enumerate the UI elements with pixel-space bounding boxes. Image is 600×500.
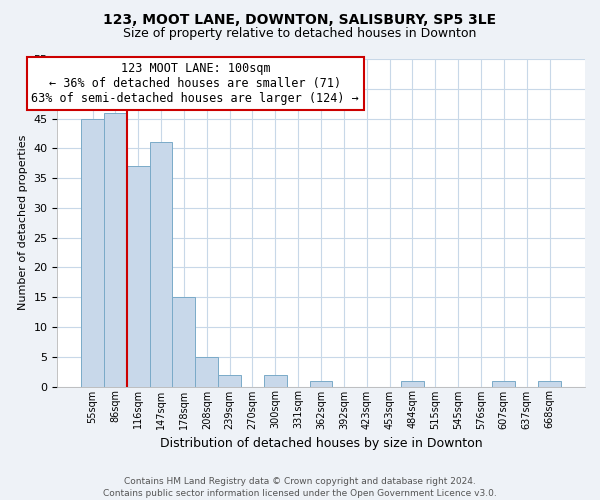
Bar: [218, 374, 241, 386]
Bar: [310, 380, 332, 386]
Bar: [264, 374, 287, 386]
Bar: [172, 297, 196, 386]
Text: 123 MOOT LANE: 100sqm
← 36% of detached houses are smaller (71)
63% of semi-deta: 123 MOOT LANE: 100sqm ← 36% of detached …: [31, 62, 359, 105]
Bar: [104, 112, 127, 386]
Text: Size of property relative to detached houses in Downton: Size of property relative to detached ho…: [124, 28, 476, 40]
Bar: [81, 118, 104, 386]
Bar: [538, 380, 561, 386]
Bar: [196, 356, 218, 386]
Bar: [401, 380, 424, 386]
X-axis label: Distribution of detached houses by size in Downton: Distribution of detached houses by size …: [160, 437, 482, 450]
Text: 123, MOOT LANE, DOWNTON, SALISBURY, SP5 3LE: 123, MOOT LANE, DOWNTON, SALISBURY, SP5 …: [103, 12, 497, 26]
Text: Contains HM Land Registry data © Crown copyright and database right 2024.
Contai: Contains HM Land Registry data © Crown c…: [103, 476, 497, 498]
Bar: [149, 142, 172, 386]
Y-axis label: Number of detached properties: Number of detached properties: [17, 135, 28, 310]
Bar: [493, 380, 515, 386]
Bar: [127, 166, 149, 386]
